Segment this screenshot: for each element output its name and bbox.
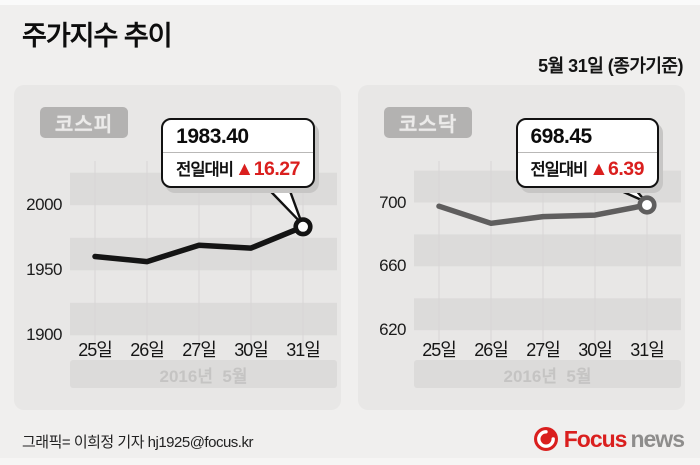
x-tick-label: 26일 [130,340,165,360]
kospi-chart-panel: 코스피 2016년 5월 1983.40 전일대비 ▲16.27 2000 195… [14,85,341,410]
x-tick-label: 30일 [578,340,613,360]
kospi-plot [70,161,337,351]
month-label: 2016년 5월 [503,366,592,386]
y-tick-label: 1900 [26,325,62,345]
x-tick-label: 25일 [422,340,457,360]
x-tick-label: 31일 [286,340,321,360]
kospi-line [92,224,306,265]
kospi-endpoint-marker [293,217,313,237]
kosdaq-badge: 코스닥 [384,107,472,138]
kosdaq-line [436,202,650,227]
kosdaq-month-band: 2016년 5월 [414,360,681,388]
y-tick-label: 620 [379,320,406,340]
top-strip [0,0,700,5]
x-tick-label: 30일 [234,340,269,360]
plot-stripe [70,302,337,336]
kosdaq-plot [414,161,681,351]
callout-value: 698.45 [530,125,593,148]
x-tick-label: 27일 [182,340,217,360]
x-tick-label: 27일 [526,340,561,360]
callout-change-label: 전일대비 [530,161,589,179]
kospi-month-band: 2016년 5월 [70,360,337,388]
x-tick-label: 26일 [474,340,509,360]
callout-change-label: 전일대비 [176,161,234,179]
x-tick-label: 31일 [630,340,665,360]
month-label: 2016년 5월 [159,366,248,386]
bottom-strip [0,458,700,465]
y-tick-label: 660 [379,256,406,276]
callout-divider [163,152,313,153]
page-title: 주가지수 추이 [22,21,173,51]
x-tick-label: 25일 [78,340,113,360]
date-note: 5월 31일 (종가기준) [538,56,683,76]
y-tick-label: 1950 [26,260,62,280]
kosdaq-callout: 698.45 전일대비 ▲6.39 [515,118,659,188]
kosdaq-endpoint-marker [637,195,657,215]
y-tick-label: 2000 [26,195,62,215]
kospi-callout: 1983.40 전일대비 ▲16.27 [161,118,315,188]
focus-news-logo: Focus news [533,424,685,454]
callout-change-value: ▲6.39 [589,158,644,180]
callout-change-value: ▲16.27 [234,158,301,180]
logo-news-text: news [630,425,685,452]
kospi-badge: 코스피 [40,107,128,138]
plot-stripe [414,234,681,267]
callout-divider [517,152,657,153]
plot-stripe [414,298,681,331]
logo-focus-text: Focus [563,425,628,452]
y-tick-label: 700 [379,192,406,212]
kosdaq-chart-panel: 코스닥 2016년 5월 698.45 전일대비 ▲6.39 700 660 620… [358,85,685,410]
credit-text: 그래픽= 이희정 기자 hj1925@focus.kr [22,434,253,451]
focus-news-logo-icon [533,427,558,451]
plot-stripe [70,237,337,271]
callout-value: 1983.40 [176,125,249,148]
